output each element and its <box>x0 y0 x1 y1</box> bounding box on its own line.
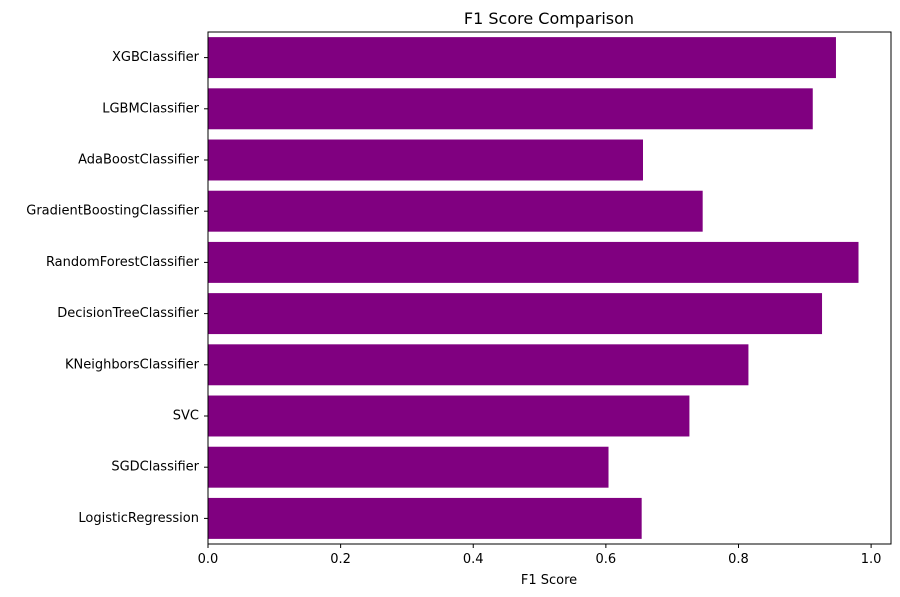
x-axis-label: F1 Score <box>521 573 577 588</box>
y-tick-label: DecisionTreeClassifier <box>57 306 199 321</box>
x-tick-label: 0.2 <box>330 552 351 567</box>
plot-frame <box>207 31 892 545</box>
y-tick-label: SVC <box>173 409 199 424</box>
y-tick-label: GradientBoostingClassifier <box>26 204 199 219</box>
bar-LogisticRegression <box>208 497 642 539</box>
y-tick-label: LogisticRegression <box>78 511 199 526</box>
y-tick-label: AdaBoostClassifier <box>78 153 200 168</box>
bar-LGBMClassifier <box>208 88 813 130</box>
bar-XGBClassifier <box>208 37 836 79</box>
x-tick-label: 0.6 <box>596 552 617 567</box>
bar-KNeighborsClassifier <box>208 344 749 386</box>
y-tick-label: RandomForestClassifier <box>46 255 200 270</box>
y-tick-label: LGBMClassifier <box>102 101 199 116</box>
bar-SVC <box>208 395 690 437</box>
x-tick-label: 0.4 <box>463 552 484 567</box>
bar-GradientBoostingClassifier <box>208 190 703 232</box>
bars-group <box>208 37 859 539</box>
bar-SGDClassifier <box>208 446 609 488</box>
y-axis-ticks: XGBClassifier LGBMClassifier AdaBoostClass… <box>26 50 208 526</box>
bar-DecisionTreeClassifier <box>208 293 823 335</box>
chart-title: F1 Score Comparison <box>464 9 634 28</box>
x-tick-label: 0.8 <box>728 552 749 567</box>
y-tick-label: XGBClassifier <box>112 50 200 65</box>
x-tick-label: 0.0 <box>198 552 219 567</box>
bar-AdaBoostClassifier <box>208 139 643 181</box>
x-axis-ticks: 0.0 0.2 0.4 0.6 0.8 1.0 <box>198 544 882 567</box>
x-tick-label: 1.0 <box>861 552 882 567</box>
y-tick-label: SGDClassifier <box>111 460 199 475</box>
y-tick-label: KNeighborsClassifier <box>65 357 200 372</box>
bar-RandomForestClassifier <box>208 241 859 283</box>
